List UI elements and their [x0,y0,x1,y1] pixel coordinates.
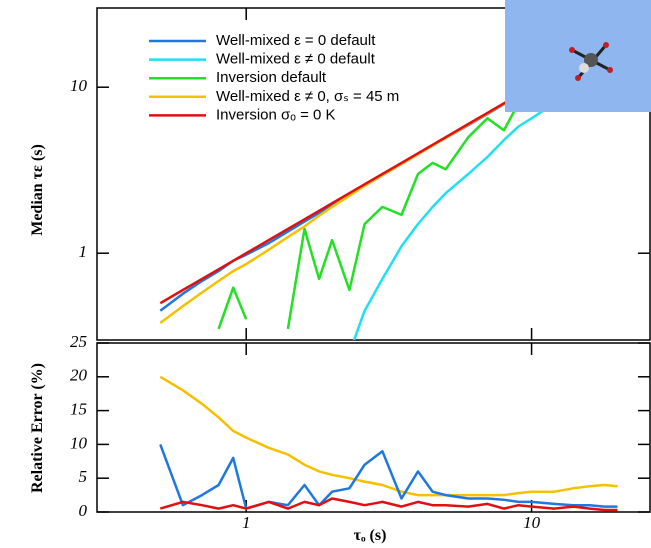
y-tick-label: 1 [79,242,88,261]
y-tick-label: 20 [70,366,88,385]
x-axis-label: τₒ (s) [354,527,387,544]
photo [505,0,651,112]
y-axis-label: Median τε (s) [29,144,46,236]
y-tick-label: 25 [70,332,87,351]
plot-area [159,375,618,512]
legend-label: Well-mixed ε ≠ 0, σₛ = 45 m [216,88,399,105]
legend-label: Well-mixed ε = 0 default [216,32,376,49]
series-line [159,443,618,510]
x-tick-label: 1 [242,513,251,532]
x-tick-label: 10 [523,513,541,532]
series-line [159,497,618,512]
legend-label: Well-mixed ε ≠ 0 default [216,51,376,68]
legend-label: Inversion default [216,69,327,86]
y-tick-label: 10 [70,433,88,452]
y-tick-label: 15 [70,400,87,419]
y-tick-label: 10 [70,76,88,95]
top-frame [96,7,651,341]
y-tick-label: 5 [79,467,88,486]
y-tick-label: 0 [79,501,88,520]
legend-label: Inversion σₒ = 0 K [216,106,336,123]
y-axis-label: Relative Error (%) [29,363,46,493]
series-line [159,375,618,497]
bottom-frame [96,342,651,513]
